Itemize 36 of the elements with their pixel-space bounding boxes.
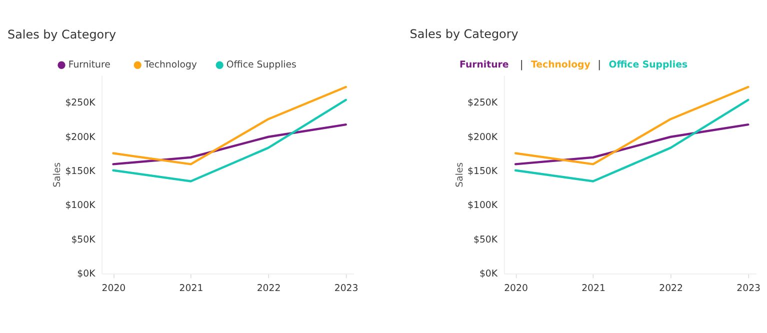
- line-series: [112, 86, 347, 166]
- y-axis-title: Sales: [454, 162, 466, 188]
- line-series: [112, 98, 347, 182]
- text: Office Supplies: [608, 60, 688, 71]
- y-tick-label: $200K: [65, 132, 96, 143]
- y-tick-label: $0K: [77, 268, 96, 280]
- x-tick-label: 2021: [179, 283, 204, 294]
- line-series: [112, 123, 347, 166]
- x-tick-label: 2023: [736, 283, 761, 294]
- x-tick-label: 2023: [334, 283, 358, 294]
- y-tick-label: $0K: [479, 268, 498, 280]
- y-tick-label: $50K: [71, 234, 96, 246]
- legend-label: Technology: [143, 60, 198, 71]
- legend-label: Office Supplies: [226, 60, 297, 71]
- x-tick-label: 2022: [659, 283, 684, 294]
- text: Furniture: [460, 60, 509, 71]
- y-tick-label: $100K: [468, 200, 498, 212]
- x-tick-label: 2021: [582, 283, 606, 294]
- y-tick-label: $150K: [468, 166, 498, 178]
- y-tick-label: $150K: [65, 166, 96, 178]
- y-tick-label: $100K: [65, 200, 96, 212]
- x-tick-label: 2020: [102, 283, 126, 294]
- y-tick-label: $50K: [473, 234, 498, 246]
- chart-title: Sales by Category: [410, 27, 518, 42]
- legend-label: Furniture: [68, 60, 111, 71]
- chart-title: Sales by Category: [8, 28, 116, 42]
- line-series: [514, 86, 750, 166]
- y-axis-title: Sales: [52, 162, 64, 188]
- x-tick-label: 2022: [256, 283, 281, 294]
- text: Technology: [531, 60, 590, 71]
- line-series: [514, 98, 750, 182]
- y-tick-label: $250K: [468, 98, 498, 109]
- line-series: [514, 123, 750, 166]
- y-tick-label: $200K: [468, 132, 498, 143]
- y-tick-label: $250K: [65, 98, 96, 109]
- x-tick-label: 2020: [504, 283, 528, 294]
